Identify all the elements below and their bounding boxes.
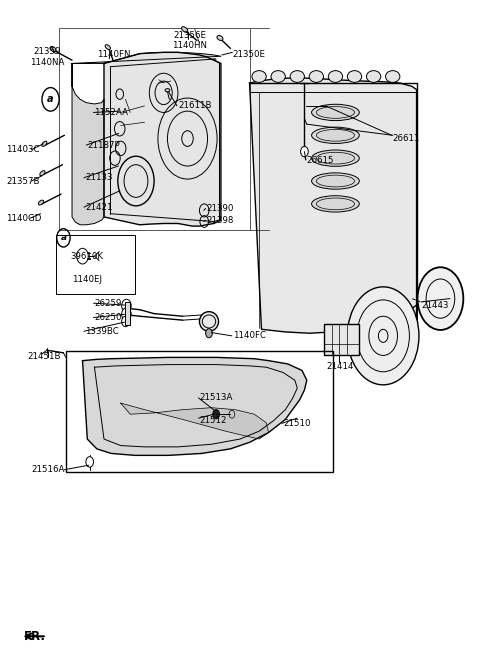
Ellipse shape: [309, 71, 324, 83]
Text: 21451B: 21451B: [28, 352, 61, 361]
Text: 1140FC: 1140FC: [233, 331, 266, 340]
Polygon shape: [120, 403, 269, 439]
Circle shape: [77, 249, 88, 264]
Text: 21510: 21510: [283, 419, 311, 428]
Circle shape: [86, 457, 94, 467]
Ellipse shape: [42, 141, 47, 146]
Text: 21611B: 21611B: [178, 102, 212, 110]
Ellipse shape: [181, 27, 188, 32]
Ellipse shape: [312, 173, 360, 189]
Text: 21513A: 21513A: [199, 394, 233, 402]
Text: 1152AA: 1152AA: [95, 108, 129, 117]
Circle shape: [348, 287, 419, 385]
Ellipse shape: [385, 71, 400, 83]
Ellipse shape: [105, 45, 110, 50]
Bar: [66, 351, 333, 472]
Text: 1140GD: 1140GD: [6, 214, 42, 223]
Text: 21398: 21398: [206, 216, 234, 225]
Circle shape: [121, 308, 131, 321]
Text: 26615: 26615: [307, 155, 334, 165]
Circle shape: [418, 267, 463, 330]
Ellipse shape: [328, 71, 343, 83]
Ellipse shape: [38, 200, 44, 205]
Ellipse shape: [348, 71, 362, 83]
Text: 26250: 26250: [95, 313, 122, 322]
Polygon shape: [72, 64, 104, 225]
Text: 26259: 26259: [95, 298, 122, 308]
Circle shape: [121, 316, 129, 327]
Text: 1339BC: 1339BC: [85, 327, 119, 336]
Bar: [59, 28, 250, 230]
Polygon shape: [104, 52, 221, 226]
Text: 26611: 26611: [393, 134, 420, 143]
Text: 21443: 21443: [421, 300, 449, 310]
Polygon shape: [83, 358, 307, 455]
Ellipse shape: [252, 71, 266, 83]
Ellipse shape: [312, 127, 360, 144]
Polygon shape: [250, 78, 417, 333]
Ellipse shape: [290, 71, 304, 83]
Text: 1140EJ: 1140EJ: [72, 274, 102, 283]
Text: 1140FN: 1140FN: [97, 51, 130, 60]
Text: 21512: 21512: [199, 417, 227, 425]
Text: a: a: [47, 94, 54, 104]
Text: 21390: 21390: [206, 204, 234, 213]
Text: a: a: [60, 234, 67, 242]
Bar: [124, 302, 130, 325]
Circle shape: [121, 299, 131, 312]
Bar: [56, 236, 135, 294]
Circle shape: [205, 329, 212, 338]
Text: 21359
1140NA: 21359 1140NA: [30, 47, 64, 66]
Circle shape: [213, 409, 219, 419]
Ellipse shape: [50, 47, 56, 52]
Ellipse shape: [165, 89, 170, 92]
Text: 21187P: 21187P: [87, 140, 120, 150]
Text: 21133: 21133: [85, 173, 112, 182]
Ellipse shape: [312, 150, 360, 167]
Text: 21356E
1140HN: 21356E 1140HN: [172, 31, 207, 50]
Polygon shape: [72, 52, 221, 64]
Text: 21414: 21414: [326, 362, 354, 371]
Circle shape: [300, 146, 308, 157]
Ellipse shape: [199, 312, 218, 331]
Text: FR.: FR.: [24, 630, 46, 643]
Text: 39610K: 39610K: [71, 252, 104, 260]
Ellipse shape: [312, 195, 360, 212]
Ellipse shape: [40, 171, 45, 176]
Ellipse shape: [312, 104, 360, 121]
Ellipse shape: [217, 35, 223, 41]
Text: 21421: 21421: [85, 203, 112, 212]
Text: 11403C: 11403C: [6, 145, 40, 154]
Ellipse shape: [366, 71, 381, 83]
Text: 21350E: 21350E: [233, 51, 266, 60]
Ellipse shape: [271, 71, 285, 83]
Bar: [324, 324, 360, 356]
Text: 21516A: 21516A: [31, 465, 64, 474]
Text: 21357B: 21357B: [6, 176, 40, 186]
